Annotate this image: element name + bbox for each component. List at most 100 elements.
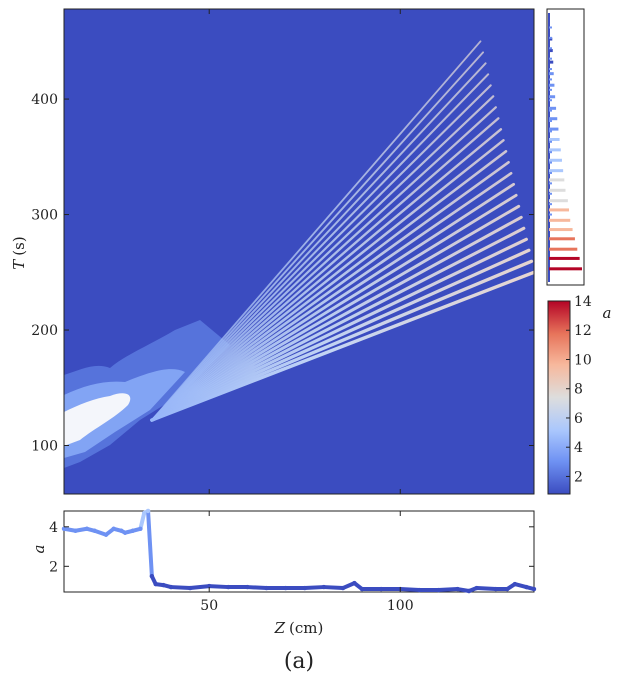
main-y-ticks: 100 200 300 400 [31, 92, 534, 455]
region-inner [64, 393, 131, 446]
main-y-label-var: T [10, 259, 28, 270]
streak-line [150, 84, 492, 422]
bottom-point [103, 532, 109, 537]
side-bar [549, 158, 562, 162]
bottom-x-label: Z (cm) [274, 619, 324, 637]
side-bar-small [549, 68, 552, 71]
bottom-point [283, 585, 288, 591]
bottom-point [149, 573, 155, 579]
bottom-point [92, 528, 97, 533]
colorbar-tick-label: 12 [574, 323, 592, 339]
side-bar-small [549, 109, 552, 112]
initial-region [64, 320, 230, 468]
bottom-point [455, 586, 460, 592]
bottom-x-label-var: Z [274, 619, 286, 637]
streak-line [150, 193, 518, 422]
bottom-point [245, 584, 250, 590]
bottom-segment [474, 586, 498, 592]
streak-line [150, 150, 508, 422]
bottom-point [130, 528, 135, 533]
streak-line [150, 160, 510, 422]
side-bar [549, 208, 570, 212]
bottom-segment [146, 509, 154, 579]
bottom-point [142, 510, 147, 516]
bottom-point [531, 586, 537, 592]
side-bar [549, 106, 557, 110]
streak-line [150, 226, 526, 422]
bottom-segment [188, 584, 212, 591]
bottom-point [168, 584, 174, 590]
streak-line [150, 182, 516, 422]
bottom-segment [245, 585, 269, 591]
main-y-tick-label: 100 [31, 439, 58, 455]
bottom-segment [436, 587, 460, 593]
bottom-x-tick-label: 50 [200, 598, 218, 614]
main-y-tick-label: 200 [31, 323, 58, 339]
side-bar-small [549, 140, 552, 143]
bottom-point [302, 585, 307, 591]
side-bar-small [549, 78, 552, 81]
streak-line [150, 106, 497, 422]
side-bar-small [549, 120, 552, 123]
side-bar [549, 95, 556, 99]
side-bar-small [549, 161, 552, 164]
side-bar-small [549, 203, 552, 206]
bottom-point [493, 586, 498, 592]
bottom-frame [63, 510, 535, 593]
bottom-y-ticks: 24 [49, 520, 534, 575]
side-bar [549, 199, 568, 203]
side-bar [549, 72, 554, 76]
bottom-point [145, 508, 151, 514]
colorbar-tick-label: 4 [574, 440, 583, 456]
streak-line [150, 95, 495, 422]
streak-line [150, 117, 500, 422]
streak-line [150, 171, 513, 422]
bottom-y-tick-label: 2 [49, 559, 58, 575]
colorbar-tick-label: 6 [574, 411, 583, 427]
bottom-point [84, 526, 90, 531]
side-bar-small [549, 26, 552, 29]
bottom-segment [398, 587, 422, 593]
main-y-label: T (s) [10, 236, 28, 269]
side-bar-small [549, 213, 552, 216]
bottom-point [417, 587, 422, 593]
side-bar [549, 60, 554, 64]
main-y-label-unit: (s) [10, 236, 28, 255]
bottom-point [378, 586, 384, 592]
bottom-point [73, 528, 78, 533]
streak-line [150, 204, 521, 422]
side-bar [549, 218, 571, 222]
side-panel [546, 8, 585, 286]
bottom-segment [138, 510, 147, 531]
bottom-point [340, 585, 346, 591]
side-bar-small [549, 151, 552, 154]
main-y-tick-label: 300 [31, 208, 58, 224]
side-bar-small [549, 88, 552, 91]
bottom-point [161, 582, 166, 588]
colorbar-ticks: 2 4 6 8 10 12 14 [566, 294, 592, 485]
bottom-point [474, 585, 479, 591]
streak-line [150, 270, 534, 422]
bottom-point [264, 585, 269, 591]
side-bar [549, 178, 565, 182]
bottom-series [61, 508, 537, 594]
bottom-point [153, 581, 158, 587]
side-bar [549, 247, 578, 251]
bottom-point [512, 581, 518, 587]
bottom-x-tick-label: 100 [387, 598, 414, 614]
bottom-segment [321, 585, 345, 591]
side-bar [549, 256, 580, 260]
figure-caption: (a) [284, 649, 314, 674]
streak-line [150, 62, 487, 422]
colorbar-tick-label: 14 [574, 294, 592, 310]
main-y-tick-label: 400 [31, 92, 58, 108]
side-bar [549, 49, 553, 53]
bottom-point [321, 584, 327, 590]
bottom-x-ticks: 50 100 [200, 511, 414, 614]
streak-line [150, 139, 505, 422]
bottom-point [119, 528, 124, 533]
side-bar-small [549, 182, 552, 185]
bottom-point [524, 584, 529, 590]
side-bar-small [549, 47, 552, 50]
